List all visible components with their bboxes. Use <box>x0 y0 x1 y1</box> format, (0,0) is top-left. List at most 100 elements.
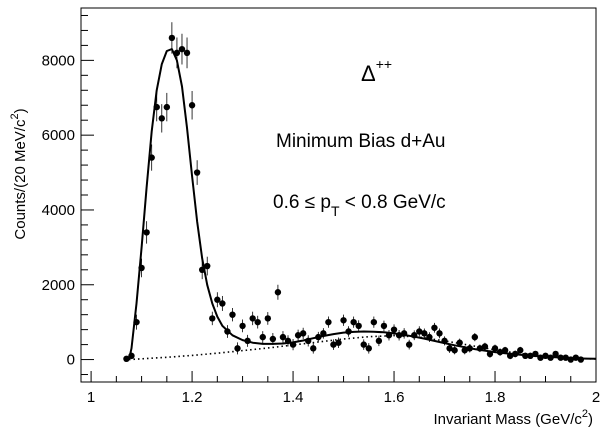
data-point <box>400 330 408 337</box>
data-point <box>148 154 155 161</box>
data-point <box>209 315 216 322</box>
data-point <box>299 330 307 337</box>
data-point <box>320 330 327 337</box>
data-point <box>451 347 458 354</box>
y-tick-label: 4000 <box>42 202 75 219</box>
data-point <box>163 103 171 111</box>
plot-frame <box>80 7 597 383</box>
y-tick-label: 6000 <box>42 127 75 144</box>
data-point <box>138 264 145 272</box>
data-point <box>335 339 342 346</box>
data-point <box>239 322 246 330</box>
data-point <box>537 354 544 361</box>
data-point <box>229 311 236 318</box>
data-point <box>325 318 332 326</box>
data-point <box>305 337 312 345</box>
data-point <box>153 103 160 111</box>
data-point <box>496 348 504 356</box>
data-point <box>411 332 418 339</box>
x-tick-label: 1.4 <box>283 389 304 406</box>
data-point <box>486 350 494 358</box>
data-point <box>224 328 231 335</box>
data-point <box>274 289 282 296</box>
data-point <box>269 335 277 343</box>
particle-label: Δ++ <box>361 56 392 86</box>
data-point <box>173 49 181 57</box>
data-point <box>426 333 433 341</box>
data-point <box>133 318 140 326</box>
data-point <box>552 350 559 358</box>
data-point <box>542 352 549 360</box>
data-point <box>405 341 413 348</box>
data-point <box>517 347 524 354</box>
data-point <box>416 328 423 335</box>
data-point <box>128 352 135 360</box>
annotation-collision-system: Minimum Bias d+Au <box>276 131 445 152</box>
data-point <box>219 300 226 307</box>
data-point <box>375 337 383 345</box>
x-axis-label: Invariant Mass (GeV/c2) <box>433 408 593 428</box>
data-point <box>188 102 196 109</box>
data-point <box>234 345 241 352</box>
x-tick-label: 1.8 <box>485 389 506 406</box>
y-tick-label: 8000 <box>42 52 75 69</box>
data-point <box>345 328 352 335</box>
data-point <box>562 354 569 361</box>
data-point <box>395 332 403 339</box>
data-point <box>476 345 484 352</box>
plot-border <box>80 7 597 383</box>
data-point <box>289 341 297 348</box>
data-point <box>178 45 186 53</box>
data-point <box>390 326 398 333</box>
data-point <box>183 49 191 57</box>
data-point <box>158 115 165 122</box>
data-point <box>360 341 367 348</box>
data-point <box>461 347 468 354</box>
data-point <box>123 355 130 363</box>
data-point <box>380 322 388 330</box>
data-point <box>330 341 337 348</box>
data-point <box>365 345 372 352</box>
data-point <box>527 352 534 360</box>
data-point <box>244 337 251 345</box>
data-point <box>431 324 438 331</box>
x-tick-label: 1.2 <box>182 389 203 406</box>
data-point <box>567 356 574 363</box>
data-point <box>340 317 347 324</box>
data-point <box>310 345 317 352</box>
data-point <box>436 330 443 337</box>
x-tick-label: 1.6 <box>384 389 405 406</box>
data-point <box>522 352 529 360</box>
data-point <box>370 318 378 326</box>
data-point <box>446 345 453 352</box>
data-point <box>456 339 463 346</box>
data-point <box>315 333 322 341</box>
y-tick-label: 0 <box>67 352 75 369</box>
data-point <box>143 229 150 236</box>
data-points-layer <box>123 22 585 363</box>
data-point <box>259 333 266 341</box>
data-point <box>264 315 272 322</box>
data-point <box>193 169 201 176</box>
data-point <box>385 332 393 339</box>
annotation-pt-range: 0.6 ≤ pT < 0.8 GeV/c <box>273 192 446 219</box>
data-point <box>198 266 206 273</box>
data-point <box>547 354 554 361</box>
data-point <box>471 333 479 341</box>
y-axis-label: Counts/(20 MeV/c2) <box>9 108 29 239</box>
y-axis-ticks: 0 2000 4000 6000 8000 <box>42 14 94 376</box>
data-point <box>421 330 428 337</box>
data-point <box>481 343 489 350</box>
data-point <box>284 337 292 345</box>
data-point <box>491 345 499 352</box>
data-point <box>441 337 448 345</box>
data-point <box>279 333 287 341</box>
data-point <box>577 356 585 363</box>
x-tick-label: 1 <box>87 389 95 406</box>
data-point <box>572 354 580 361</box>
x-axis-ticks: 1 1.2 1.4 1.6 1.8 2 <box>87 371 600 406</box>
data-point <box>249 315 256 322</box>
data-point <box>168 34 176 42</box>
data-point <box>355 322 362 330</box>
data-point <box>214 296 221 303</box>
